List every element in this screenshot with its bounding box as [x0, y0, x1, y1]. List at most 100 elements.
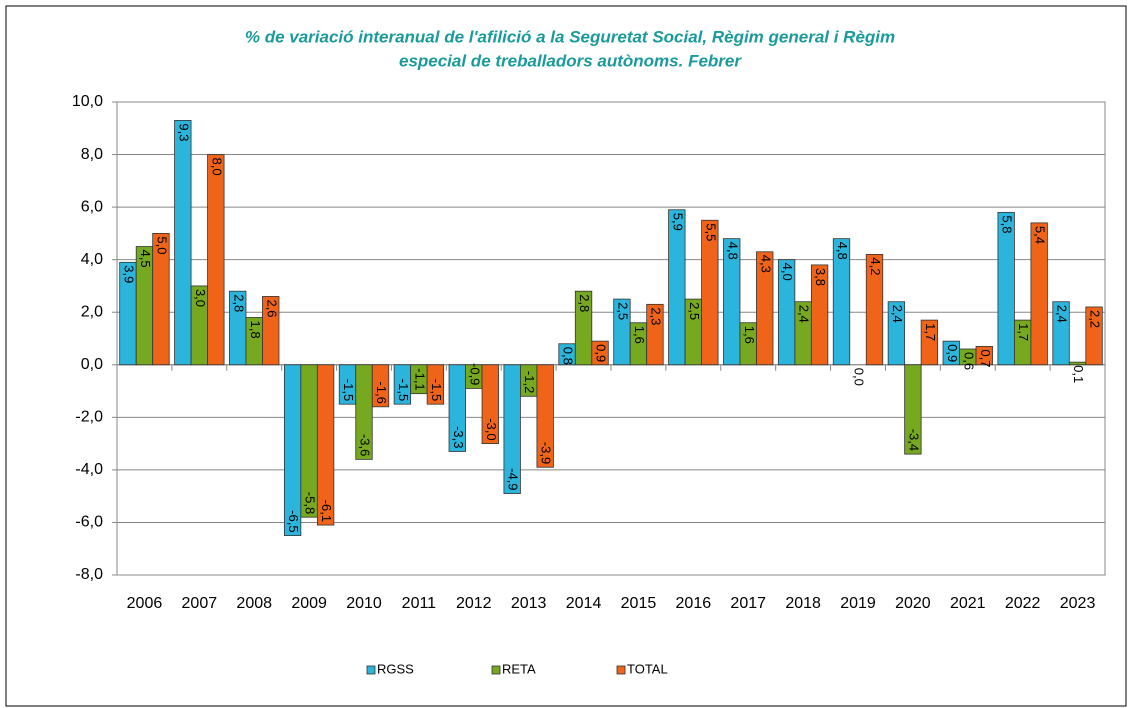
value-label: -0,9 [467, 363, 482, 385]
bar [701, 219, 719, 366]
value-label: 0,6 [961, 352, 976, 370]
bar [1085, 306, 1103, 366]
value-label: 4,8 [835, 242, 850, 260]
bar [503, 364, 521, 494]
value-label: -1,1 [412, 368, 427, 390]
legend-swatch [366, 665, 376, 675]
bar [207, 154, 225, 366]
value-label: 3,8 [813, 268, 828, 286]
y-tick-label: -4,0 [75, 461, 103, 478]
x-tick-label: 2013 [511, 595, 547, 612]
value-label: 2,8 [577, 294, 592, 312]
value-label: -1,5 [429, 379, 444, 401]
bar [810, 264, 829, 366]
bar [426, 364, 445, 405]
x-tick-label: 2008 [236, 595, 272, 612]
value-label: 5,8 [1000, 215, 1015, 233]
value-label: -3,0 [484, 418, 499, 440]
x-tick-label: 2007 [182, 595, 218, 612]
bar [574, 290, 593, 366]
y-tick-label: 4,0 [81, 251, 103, 268]
value-label: -3,4 [906, 429, 921, 451]
bar [997, 211, 1015, 366]
value-label: 1,6 [632, 326, 647, 344]
value-label: 9,3 [176, 123, 191, 141]
legend-swatch [491, 665, 501, 675]
bar [481, 364, 499, 445]
y-tick-label: -2,0 [75, 409, 103, 426]
value-label: -6,1 [319, 500, 334, 522]
value-label: 0,1 [1071, 365, 1086, 383]
bar [371, 364, 390, 408]
y-tick-label: 8,0 [81, 146, 103, 163]
value-label: 1,7 [923, 323, 938, 341]
legend-label: RETA [502, 661, 536, 676]
x-tick-label: 2009 [291, 595, 327, 612]
value-label: 5,4 [1033, 226, 1048, 244]
x-tick-label: 2015 [621, 595, 657, 612]
bar [355, 364, 373, 460]
bar [646, 303, 664, 366]
x-tick-label: 2016 [676, 595, 712, 612]
bar [1052, 301, 1070, 366]
value-label: 1,7 [1016, 323, 1031, 341]
value-label: 0,0 [852, 368, 867, 386]
bar [1030, 222, 1048, 366]
value-label: 4,3 [758, 255, 773, 273]
value-label: 2,8 [231, 294, 246, 312]
value-label: 4,2 [868, 257, 883, 275]
bar [668, 209, 686, 366]
value-label: 0,7 [978, 349, 993, 367]
plot-area [116, 101, 1106, 576]
value-label: 2,3 [649, 307, 664, 325]
value-label: 2,5 [687, 302, 702, 320]
value-label: 5,5 [703, 223, 718, 241]
y-tick-label: 2,0 [81, 303, 103, 320]
value-label: 3,9 [122, 265, 137, 283]
x-tick-label: 2014 [566, 595, 602, 612]
value-label: -3,9 [539, 442, 554, 464]
value-label: 2,6 [264, 299, 279, 317]
bar [316, 364, 335, 526]
bar [756, 251, 774, 366]
value-label: -6,5 [286, 510, 301, 532]
bar [920, 319, 939, 366]
value-label: 2,2 [1088, 310, 1103, 328]
x-tick-label: 2022 [1005, 595, 1041, 612]
x-tick-label: 2018 [785, 595, 821, 612]
value-label: -1,5 [341, 379, 356, 401]
value-label: 3,0 [193, 289, 208, 307]
chart-title: especial de treballadors autònoms. Febre… [399, 51, 742, 70]
bar [723, 238, 741, 366]
value-label: 2,4 [797, 305, 812, 323]
value-label: 0,9 [945, 344, 960, 362]
value-label: 4,8 [725, 242, 740, 260]
bar [904, 364, 922, 455]
x-tick-label: 2021 [950, 595, 986, 612]
value-label: -3,3 [451, 426, 466, 448]
value-label: 2,5 [616, 302, 631, 320]
bar [975, 345, 993, 366]
bar [865, 254, 884, 366]
value-label: -5,8 [303, 492, 318, 514]
value-label: -4,9 [506, 468, 521, 490]
value-label: 1,8 [248, 320, 263, 338]
bar [152, 232, 170, 366]
x-tick-label: 2023 [1060, 595, 1096, 612]
legend-label: RGSS [377, 661, 414, 676]
x-tick-label: 2019 [840, 595, 876, 612]
value-label: 5,0 [155, 236, 170, 254]
value-label: 8,0 [209, 158, 224, 176]
y-tick-label: -8,0 [75, 566, 103, 583]
value-label: 0,8 [561, 347, 576, 365]
value-label: 0,9 [594, 344, 609, 362]
value-label: 1,6 [742, 326, 757, 344]
y-tick-label: 10,0 [72, 93, 103, 110]
bar [887, 301, 906, 366]
x-tick-label: 2020 [895, 595, 931, 612]
value-label: 2,4 [890, 305, 905, 323]
x-tick-label: 2010 [346, 595, 382, 612]
legend-swatch [616, 665, 626, 675]
bar [262, 296, 280, 366]
